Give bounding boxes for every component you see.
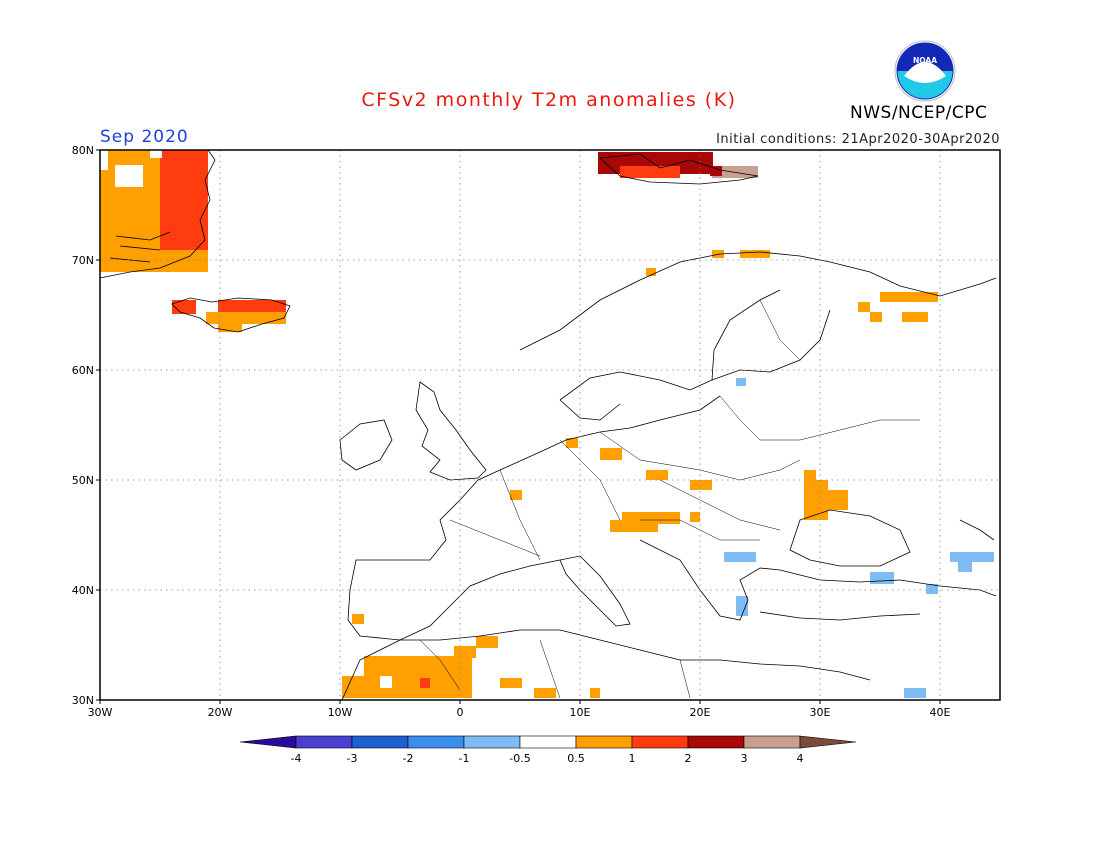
colorbar-swatch — [519, 735, 577, 749]
colorbar-label: 2 — [684, 752, 692, 765]
colorbar-label: 0.5 — [567, 752, 585, 765]
colorbar-lower-extend — [240, 735, 297, 749]
coastlines — [99, 149, 997, 701]
colorbar-label: -0.5 — [509, 752, 531, 765]
colorbar — [240, 735, 857, 749]
lat-label: 30N — [71, 694, 94, 707]
colorbar-swatch — [743, 735, 801, 749]
colorbar-swatch — [631, 735, 689, 749]
lon-label: 40E — [929, 706, 951, 719]
logo-text: NOAA — [913, 56, 937, 65]
agency-label: NWS/NCEP/CPC — [850, 103, 988, 123]
forecast-month: Sep 2020 — [100, 127, 189, 147]
lat-label: 80N — [71, 144, 94, 157]
noaa-logo: NOAA — [894, 40, 956, 102]
chart-title: CFSv2 monthly T2m anomalies (K) — [361, 89, 737, 111]
lat-label: 70N — [71, 254, 94, 267]
lon-label: 10E — [569, 706, 591, 719]
colorbar-label: 1 — [628, 752, 636, 765]
lon-label: 10W — [327, 706, 353, 719]
colorbar-label: -3 — [346, 752, 358, 765]
tick-marks — [96, 149, 941, 704]
lon-label: 20W — [207, 706, 233, 719]
colorbar-swatch — [295, 735, 353, 749]
map-frame — [99, 149, 1001, 701]
anomaly-shading — [100, 150, 994, 698]
colorbar-swatch — [575, 735, 633, 749]
colorbar-swatch — [687, 735, 745, 749]
gridlines — [100, 150, 1000, 700]
borders — [419, 299, 920, 699]
colorbar-label: 3 — [740, 752, 748, 765]
colorbar-swatch — [351, 735, 409, 749]
lon-label: 0 — [456, 706, 464, 719]
colorbar-label: -1 — [458, 752, 470, 765]
colorbar-label: -2 — [402, 752, 414, 765]
colorbar-swatch — [407, 735, 465, 749]
colorbar-label: 4 — [796, 752, 804, 765]
colorbar-swatch — [463, 735, 521, 749]
lat-label: 60N — [71, 364, 94, 377]
colorbar-upper-extend — [799, 735, 857, 749]
lon-label: 30W — [87, 706, 113, 719]
lon-label: 30E — [809, 706, 831, 719]
lat-label: 50N — [71, 474, 94, 487]
colorbar-label: -4 — [290, 752, 302, 765]
lat-label: 40N — [71, 584, 94, 597]
initial-conditions: Initial conditions: 21Apr2020-30Apr2020 — [716, 132, 1000, 147]
lon-label: 20E — [689, 706, 711, 719]
